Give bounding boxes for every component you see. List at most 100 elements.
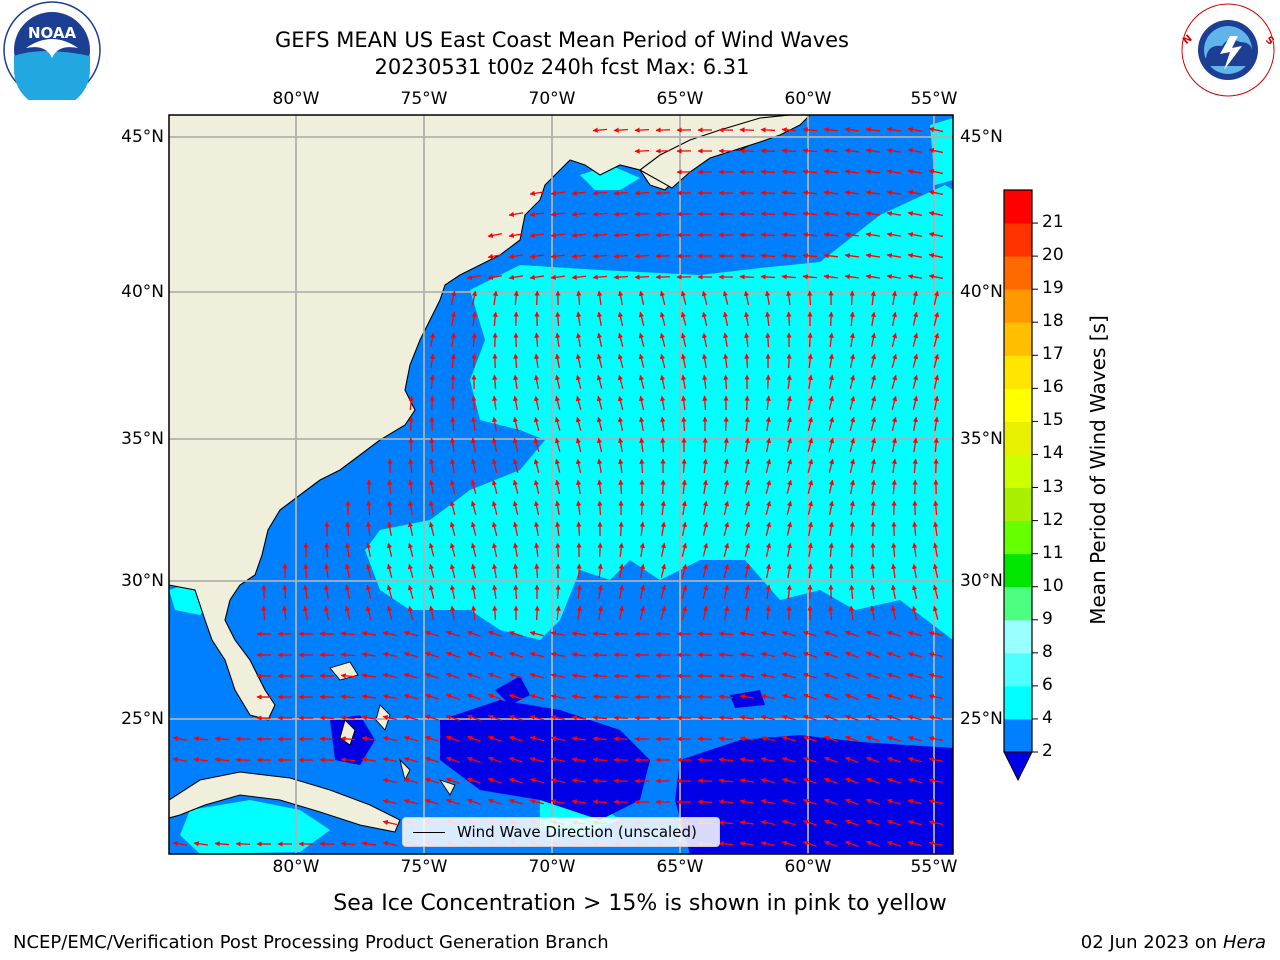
wave-direction-arrow [407,605,414,620]
wave-direction-arrow [912,437,918,453]
wave-direction-arrow [445,651,460,658]
wave-direction-arrow [571,799,587,805]
wave-direction-arrow [765,374,771,390]
wave-direction-arrow [487,714,502,721]
land-cuba [169,771,401,833]
wave-direction-arrow [907,693,922,700]
wave-direction-arrow [424,756,439,763]
wave-direction-arrow [844,651,859,659]
wave-direction-arrow [891,374,898,389]
wave-direction-arrow [533,479,540,494]
wave-direction-arrow [534,353,540,369]
wave-direction-arrow [823,693,838,700]
wave-direction-arrow [513,395,519,410]
wave-direction-arrow [807,500,814,515]
wave-direction-arrow [718,652,734,658]
wave-direction-arrow [660,479,666,495]
wave-direction-arrow [870,479,876,495]
colorbar-band [1004,388,1032,422]
wave-direction-arrow [471,605,477,621]
wave-direction-arrow [638,332,645,347]
wave-direction-arrow [617,353,624,368]
wave-direction-arrow [424,693,439,700]
wave-direction-arrow [723,500,730,515]
wave-direction-arrow [340,631,356,637]
wave-direction-arrow [802,169,818,175]
wave-direction-arrow [575,437,582,452]
wave-direction-arrow [660,500,666,516]
wave-direction-arrow [512,500,519,515]
wave-direction-arrow [907,127,922,133]
wave-direction-arrow [907,630,922,637]
lon-label-top-80w: 80°W [272,89,320,109]
wave-direction-arrow [487,735,502,742]
wave-direction-arrow [382,714,397,721]
wave-direction-arrow [487,672,502,679]
wave-direction-arrow [932,605,939,620]
wave-direction-arrow [596,416,603,431]
wave-direction-arrow [744,311,750,327]
wave-direction-arrow [382,756,397,763]
wave-direction-arrow [424,735,439,742]
wave-direction-arrow [760,253,776,259]
wave-direction-arrow [555,332,561,348]
noaa-logo: NOAA [3,1,101,100]
wave-direction-arrow [403,756,418,763]
wave-direction-arrow [340,736,356,742]
wave-direction-arrow [786,458,793,473]
wave-direction-arrow [529,735,544,742]
nws-logo: N S [1180,2,1276,98]
land-north-america [169,115,781,721]
wave-direction-arrow [886,693,901,700]
wave-direction-arrow [450,311,457,326]
wave-direction-arrow [491,458,498,473]
wave-direction-arrow [718,757,734,763]
wave-direction-arrow [891,479,897,495]
wave-direction-arrow [781,127,797,133]
wave-direction-arrow [571,673,587,679]
colorbar-tick-label: 8 [1042,641,1053,662]
wave-direction-arrow [886,840,901,847]
wave-direction-arrow [592,799,608,805]
wave-direction-arrow [555,584,561,600]
colorbar-band [1004,520,1032,555]
wave-direction-arrow [823,756,838,763]
wave-direction-arrow [597,500,603,516]
wave-direction-arrow [823,127,839,133]
wave-direction-arrow [319,757,335,763]
colorbar-band [1004,553,1032,588]
wave-direction-arrow [324,584,330,599]
wave-direction-arrow [718,841,734,847]
wave-direction-arrow [634,232,650,238]
wave-direction-arrow [928,231,943,238]
lon-label-top-65w: 65°W [656,89,704,109]
wave-direction-arrow [340,715,356,721]
wave-direction-arrow [933,353,940,368]
wave-direction-arrow [786,563,792,579]
wave-direction-arrow [613,127,629,133]
wave-direction-arrow [828,311,834,327]
wave-direction-arrow [466,274,481,281]
wave-direction-arrow [534,332,540,348]
wave-direction-arrow [407,521,414,536]
wave-direction-arrow [592,190,608,196]
wave-direction-arrow [639,542,645,558]
wave-direction-arrow [760,211,776,217]
wave-direction-arrow [429,479,435,494]
wave-direction-arrow [429,332,436,347]
wave-direction-arrow [597,458,603,474]
wave-direction-arrow [886,714,901,721]
colorbar-tick-label: 15 [1042,410,1064,431]
wave-direction-arrow [487,274,503,280]
wave-direction-arrow [701,311,708,326]
wave-direction-arrow [865,672,880,679]
wave-direction-arrow [781,735,796,742]
wave-direction-arrow [681,458,687,474]
wave-direction-arrow [849,374,856,389]
wave-direction-arrow [765,500,772,515]
wave-direction-arrow [739,799,755,805]
wave-direction-arrow [617,416,624,431]
wave-direction-arrow [491,521,498,536]
wave-direction-arrow [744,542,751,557]
lon-label-bottom-75w: 75°W [400,857,448,877]
